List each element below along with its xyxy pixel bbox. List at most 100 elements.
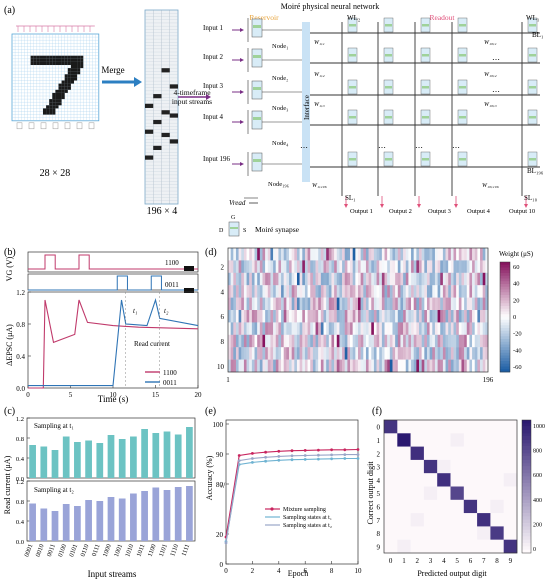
d-cell	[289, 310, 292, 323]
d-cell	[474, 297, 478, 311]
d-cell	[408, 359, 412, 373]
d-cell	[265, 334, 268, 348]
d-cell	[474, 310, 478, 323]
f-colorbar-step	[522, 479, 531, 484]
e-xtick-label: 10	[355, 567, 363, 575]
e-frame	[225, 419, 359, 565]
f-cell	[463, 446, 478, 461]
d-cell	[241, 297, 245, 311]
d-cell	[307, 285, 311, 298]
e-series-point	[237, 459, 241, 462]
d-cell	[389, 347, 393, 360]
d-cell	[389, 248, 393, 261]
digit-pixel	[49, 105, 53, 109]
d-cell	[273, 310, 276, 323]
e-series-point	[224, 541, 228, 545]
f-xtick-label: 6	[469, 557, 473, 565]
d-cell	[331, 310, 335, 323]
d-cell	[363, 248, 367, 261]
d-colorbar-step	[500, 270, 510, 274]
d-cell	[368, 248, 372, 261]
d-cell	[270, 322, 274, 335]
f-cell	[397, 539, 411, 554]
d-cell	[419, 272, 422, 286]
d-cell	[355, 359, 359, 373]
d-cell	[445, 272, 449, 286]
d-cell	[461, 322, 465, 335]
d-cell	[318, 297, 322, 311]
input-stream-column	[144, 9, 179, 205]
d-cell	[257, 272, 261, 286]
d-cell	[259, 310, 263, 323]
d-cell	[243, 347, 247, 360]
digit-pixel	[61, 92, 65, 96]
d-cell	[281, 334, 284, 348]
d-cell	[262, 272, 266, 286]
f-cell	[410, 526, 425, 540]
d-cell	[299, 272, 303, 286]
d-cell	[371, 334, 375, 348]
d-cell	[464, 334, 467, 348]
c-bar	[85, 500, 92, 541]
d-cell	[241, 347, 245, 360]
d-cell	[336, 322, 340, 335]
d-cell	[434, 297, 438, 311]
d-cell	[469, 285, 473, 298]
d-cell	[458, 260, 462, 273]
c-bar	[96, 501, 104, 541]
d-cell	[461, 347, 465, 360]
d-cell	[405, 347, 409, 360]
d-cell	[442, 272, 446, 286]
d-cell	[278, 310, 282, 323]
d-cell	[413, 334, 417, 348]
digit-pixel	[80, 55, 84, 59]
e-xtick-label: 8	[330, 567, 334, 575]
d-ytick-label: 10	[217, 363, 225, 371]
d-cell	[267, 297, 271, 311]
c-xtick-label: 1001	[113, 543, 124, 558]
d-cell	[485, 359, 489, 373]
f-cell	[437, 526, 451, 540]
merge-arrow-head	[134, 77, 142, 87]
digit-pixel	[77, 61, 81, 65]
d-cell	[326, 248, 330, 261]
e-ytick-label: 0	[220, 561, 224, 569]
d-cell	[318, 322, 322, 335]
d-cell	[464, 297, 467, 311]
d-cell	[275, 272, 279, 286]
panel-label-a: (a)	[4, 5, 15, 16]
stream-block	[161, 132, 170, 138]
d-cell	[411, 285, 414, 298]
digit-pixel	[70, 77, 74, 81]
stream-block	[169, 113, 178, 118]
synapse-cell-layer	[529, 54, 536, 57]
d-cell	[472, 359, 475, 373]
d-cell	[413, 272, 417, 286]
d-cell	[469, 334, 473, 348]
weight-label-10-1: W₁₀,₁	[484, 40, 497, 46]
d-cell	[450, 347, 454, 360]
d-cell	[360, 272, 364, 286]
f-cell	[437, 420, 451, 434]
d-cell	[419, 310, 422, 323]
digit-pixel	[58, 61, 62, 65]
d-ytick-label: 2	[221, 264, 225, 272]
d-cell	[238, 322, 242, 335]
d-cell	[472, 297, 475, 311]
digit-pixel	[77, 55, 81, 59]
d-colorbar-step	[500, 325, 510, 329]
d-cell	[312, 297, 316, 311]
c-bar	[130, 436, 137, 478]
digit-pixel	[74, 58, 78, 62]
d-cell	[360, 260, 364, 273]
d-cell	[453, 272, 457, 286]
digit-pixel	[46, 105, 50, 109]
f-cell	[477, 446, 491, 461]
panel-label-e: (e)	[205, 406, 216, 417]
d-xtick-label: 1	[226, 376, 230, 384]
node-label-196: Node₁₉₆	[268, 181, 289, 188]
d-cell	[278, 334, 282, 348]
d-cell	[419, 359, 422, 373]
d-cell	[291, 334, 295, 348]
